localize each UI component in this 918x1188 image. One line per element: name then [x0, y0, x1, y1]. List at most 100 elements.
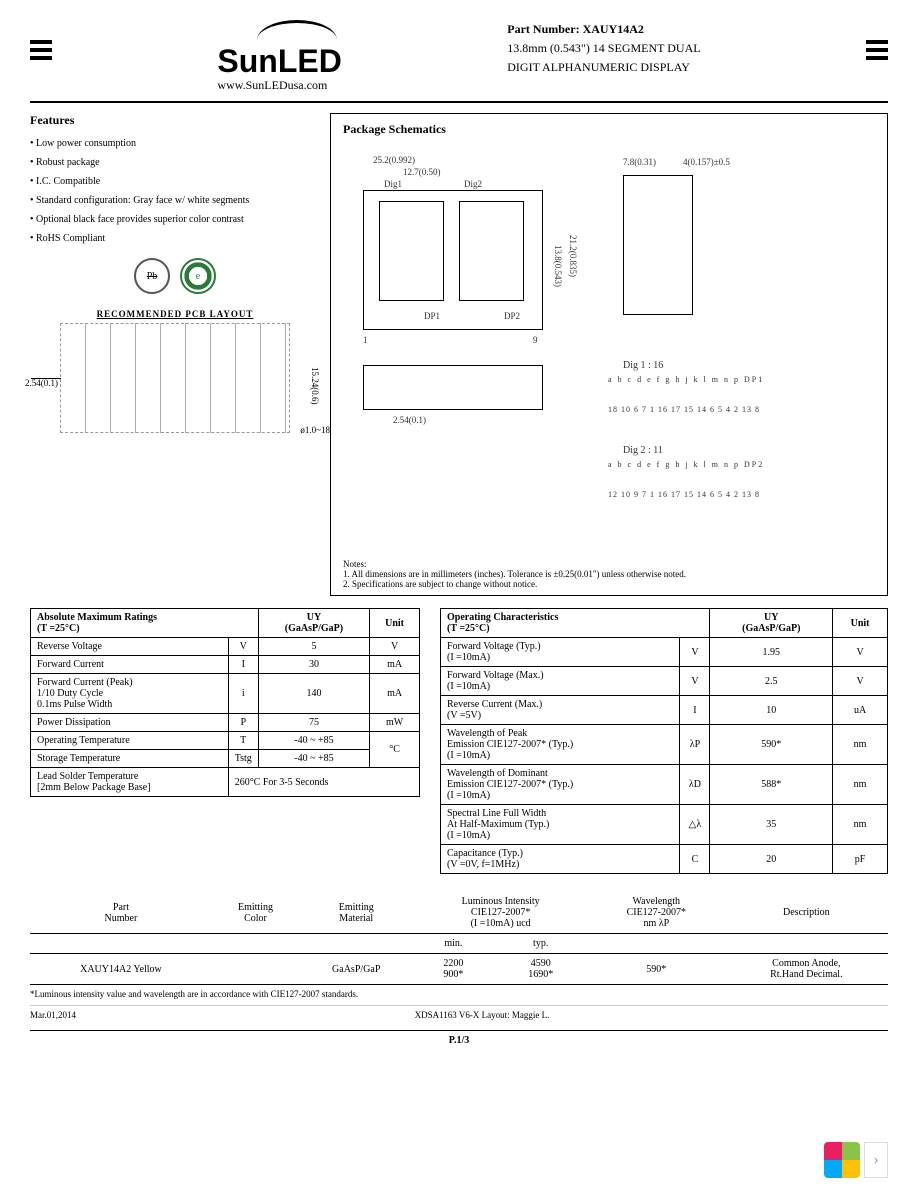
v: 260°C For 3-5 Seconds — [228, 768, 419, 797]
dim-pitch: 2.54(0.1) — [393, 415, 426, 425]
notes-h: Notes: — [343, 559, 875, 569]
pins-2: 12 10 9 7 1 16 17 15 14 6 5 4 2 13 8 — [608, 490, 760, 499]
v: 5 — [258, 638, 369, 656]
pcb-dim-hole: ø1.0~18 — [300, 425, 330, 435]
nav-widget: › — [824, 1142, 888, 1178]
footer-date: Mar.01,2014 — [30, 1010, 76, 1020]
part-info: Part Number: XAUY14A2 13.8mm (0.543") 14… — [507, 20, 700, 78]
menu-icon-right[interactable] — [866, 20, 888, 60]
s: C — [680, 845, 710, 874]
p: Power Dissipation — [31, 714, 229, 732]
pn-label: Part Number: — [507, 22, 579, 36]
seg-labels-2: a b c d e f g h j k l m n p DP2 — [608, 460, 764, 469]
v: 35 — [710, 805, 833, 845]
v: 2.5 — [710, 667, 833, 696]
nav-logo-icon[interactable] — [824, 1142, 860, 1178]
s: i — [228, 674, 258, 714]
logo-text: SunLED — [217, 43, 341, 80]
pcb-title: RECOMMENDED PCB LAYOUT — [30, 309, 320, 319]
u: V — [833, 638, 888, 667]
u: mA — [370, 656, 420, 674]
digit-1 — [379, 201, 444, 301]
v: -40 ~ +85 — [258, 732, 369, 750]
v: 590* — [710, 725, 833, 765]
oc-cond: (T =25°C) — [447, 623, 490, 634]
pb-free-icon: Pb — [134, 258, 170, 294]
lbl-dig2: Dig2 — [464, 179, 482, 189]
dim-side-t: 4(0.157)±0.5 — [683, 157, 730, 167]
v: 10 — [710, 696, 833, 725]
p: Operating Temperature — [31, 732, 229, 750]
bottom-view — [363, 365, 543, 410]
desc-1: 13.8mm (0.543") 14 SEGMENT DUAL — [507, 39, 700, 58]
s: λD — [680, 765, 710, 805]
p: Spectral Line Full Width At Half-Maximum… — [441, 805, 680, 845]
v: 1.95 — [710, 638, 833, 667]
v: 30 — [258, 656, 369, 674]
dim-ht: 21.2(0.835) — [568, 235, 578, 277]
u: nm — [833, 765, 888, 805]
s: V — [680, 667, 710, 696]
u: V — [833, 667, 888, 696]
desc: Common Anode, Rt.Hand Decimal. — [725, 954, 888, 985]
lbl-dp2: DP2 — [504, 311, 520, 321]
logo-arc-icon — [257, 20, 337, 40]
oc-mat: UY — [764, 612, 778, 623]
p: Forward Voltage (Max.) (I =10mA) — [441, 667, 680, 696]
s: V — [680, 638, 710, 667]
min: 2200 900* — [413, 954, 493, 985]
logo-block: SunLED www.SunLEDusa.com — [217, 20, 341, 93]
feature-item: Standard configuration: Gray face w/ whi… — [30, 191, 320, 210]
u: mA — [370, 674, 420, 714]
p: Reverse Voltage — [31, 638, 229, 656]
footnote: *Luminous intensity value and wavelength… — [30, 989, 888, 999]
note-2: 2. Specifications are subject to change … — [343, 579, 875, 589]
v: 75 — [258, 714, 369, 732]
s: I — [228, 656, 258, 674]
h: Wavelength CIE127-2007* nm λP — [588, 892, 725, 934]
dim-width-half: 12.7(0.50) — [403, 167, 441, 177]
amr-mat: UY — [307, 612, 321, 623]
s: λP — [680, 725, 710, 765]
schematic-diagram: 25.2(0.992) 12.7(0.50) Dig1 Dig2 DP1 DP2… — [343, 145, 875, 555]
h: Emitting Material — [299, 892, 413, 934]
part-table: Part Number Emitting Color Emitting Mate… — [30, 892, 888, 985]
u: pF — [833, 845, 888, 874]
p: Forward Voltage (Typ.) (I =10mA) — [441, 638, 680, 667]
oc-mat2: (GaAsP/GaP) — [742, 623, 800, 634]
v: 140 — [258, 674, 369, 714]
feature-item: Optional black face provides superior co… — [30, 210, 320, 229]
page-header: SunLED www.SunLEDusa.com Part Number: XA… — [30, 20, 888, 103]
pins-1: 18 10 6 7 1 16 17 15 14 6 5 4 2 13 8 — [608, 405, 760, 414]
wl: 590* — [588, 954, 725, 985]
amr-title: Absolute Maximum Ratings — [37, 612, 157, 623]
side-view — [623, 175, 693, 315]
s: P — [228, 714, 258, 732]
circuit-2-label: Dig 2 : 11 — [623, 445, 663, 456]
menu-icon[interactable] — [30, 20, 52, 60]
op-char-table: Operating Characteristics(T =25°C) UY(Ga… — [440, 608, 888, 874]
v: -40 ~ +85 — [258, 750, 369, 768]
u: nm — [833, 805, 888, 845]
p: Storage Temperature — [31, 750, 229, 768]
p: Reverse Current (Max.) (V =5V) — [441, 696, 680, 725]
sh: min. — [413, 934, 493, 954]
footer-doc: XDSA1163 V6-X Layout: Maggie L. — [415, 1010, 550, 1020]
lbl-dig1: Dig1 — [384, 179, 402, 189]
pcb-diagram — [60, 323, 290, 433]
p: Wavelength of Dominant Emission CIE127-2… — [441, 765, 680, 805]
u: mW — [370, 714, 420, 732]
s: Tstg — [228, 750, 258, 768]
s: I — [680, 696, 710, 725]
v: 588* — [710, 765, 833, 805]
pcb-layout: RECOMMENDED PCB LAYOUT 2.54(0.1) 15.24(0… — [30, 309, 320, 433]
pin-1: 1 — [363, 335, 368, 345]
s: △λ — [680, 805, 710, 845]
chevron-right-icon[interactable]: › — [864, 1142, 888, 1178]
note-1: 1. All dimensions are in millimeters (in… — [343, 569, 875, 579]
typ: 4590 1690* — [493, 954, 587, 985]
features-list: Low power consumption Robust package I.C… — [30, 134, 320, 248]
dim-width-total: 25.2(0.992) — [373, 155, 415, 165]
color: Yellow — [133, 964, 161, 975]
feature-item: I.C. Compatible — [30, 172, 320, 191]
